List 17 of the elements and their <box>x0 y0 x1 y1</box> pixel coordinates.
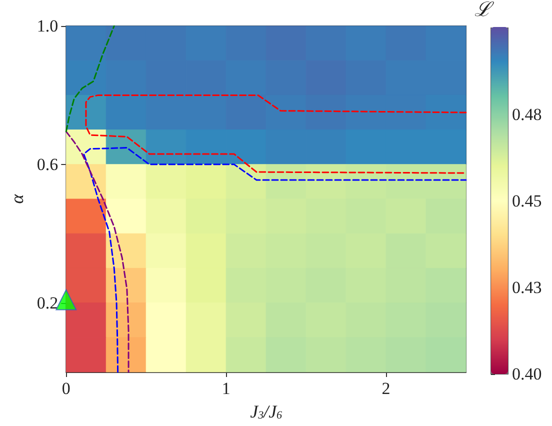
line-series <box>65 25 115 132</box>
color-bar-label: 0.45 <box>512 192 542 210</box>
y-axis-title: α <box>7 194 27 204</box>
color-bar-label: 0.48 <box>512 105 542 124</box>
color-bar-label: 0.40 <box>512 364 542 384</box>
line-series <box>85 94 467 174</box>
y-tick-label: 0.6 <box>36 154 58 174</box>
color-bar-label: 0.43 <box>512 278 542 297</box>
y-tick-label: 1.0 <box>36 16 58 36</box>
x-tick-label: 2 <box>382 379 390 398</box>
line-series <box>82 147 467 373</box>
x-tick-label: 1 <box>222 379 230 398</box>
y-tick-label: 0.2 <box>36 293 58 312</box>
x-tick-label: 0 <box>62 379 70 398</box>
line-series <box>65 130 130 373</box>
x-axis-title: J3/J6 <box>250 402 283 422</box>
color-bar-title: ℒ <box>474 0 494 21</box>
